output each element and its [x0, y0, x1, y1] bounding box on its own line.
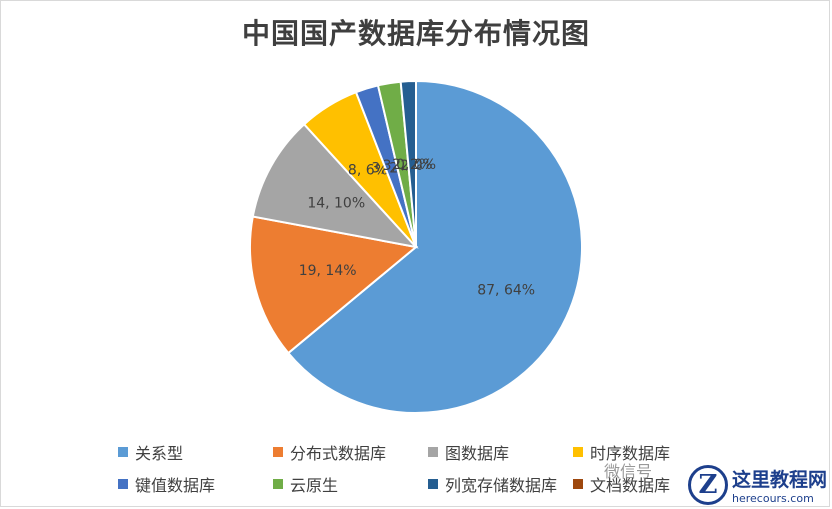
pie-slice — [249, 215, 419, 355]
site-title: 这里教程网 — [732, 469, 828, 491]
legend-swatch — [273, 479, 283, 489]
legend-entry: 关系型 — [118, 440, 273, 464]
legend-entry: 分布式数据库 — [273, 440, 428, 464]
pie-slice — [399, 79, 417, 248]
data-label: 87, 64% — [477, 282, 535, 298]
pie-slice — [251, 122, 419, 249]
legend-entry: 键值数据库 — [118, 472, 273, 496]
legend-label: 时序数据库 — [590, 444, 671, 463]
legend-swatch — [273, 447, 283, 457]
site-watermark: Z 这里教程网 herecours.com — [688, 462, 832, 508]
legend-label: 列宽存储数据库 — [445, 476, 558, 495]
legend-label: 图数据库 — [445, 444, 510, 463]
site-watermark-text: 这里教程网 herecours.com — [732, 465, 827, 505]
legend-swatch — [573, 479, 583, 489]
legend-swatch — [428, 447, 438, 457]
chart-legend: 关系型 分布式数据库 图数据库 时序数据库键值数据库 云原生 列宽存储数据库 文档数据库 — [118, 440, 718, 496]
legend-entry: 云原生 — [273, 472, 428, 496]
site-url: herecours.com — [732, 492, 814, 505]
legend-swatch — [118, 479, 128, 489]
legend-label: 键值数据库 — [135, 476, 216, 495]
legend-label: 文档数据库 — [590, 476, 671, 495]
legend-swatch — [573, 447, 583, 457]
data-label: 14, 10% — [307, 196, 365, 212]
data-label: 0, 0% — [396, 157, 436, 173]
wechat-watermark: 微信号 — [604, 462, 653, 481]
site-logo-icon: Z — [688, 465, 728, 505]
legend-entry: 文档数据库 — [573, 472, 718, 496]
legend-swatch — [118, 447, 128, 457]
data-label: 8, 6% — [348, 162, 388, 178]
legend-label: 分布式数据库 — [290, 444, 387, 463]
legend-entry: 时序数据库 — [573, 440, 718, 464]
legend-label: 关系型 — [135, 444, 184, 463]
data-label: 19, 14% — [299, 263, 357, 279]
data-label: 2, 2% — [392, 157, 432, 173]
legend-entry: 图数据库 — [428, 440, 573, 464]
legend-entry: 列宽存储数据库 — [428, 472, 573, 496]
legend-swatch — [428, 479, 438, 489]
legend-label: 云原生 — [290, 476, 339, 495]
chart-title: 中国国产数据库分布情况图 — [241, 17, 590, 50]
pie-slice — [286, 79, 583, 414]
